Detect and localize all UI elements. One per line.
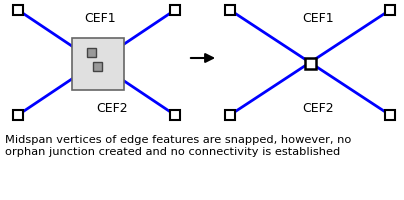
- Text: CEF1: CEF1: [84, 11, 116, 24]
- Text: CEF2: CEF2: [302, 102, 334, 114]
- Bar: [305, 58, 316, 68]
- Text: Midspan vertices of edge features are snapped, however, no
orphan junction creat: Midspan vertices of edge features are sn…: [5, 135, 351, 157]
- Bar: [86, 47, 95, 56]
- Text: CEF2: CEF2: [96, 102, 128, 114]
- Bar: [93, 62, 101, 71]
- Text: CEF1: CEF1: [302, 11, 334, 24]
- Bar: [72, 38, 124, 90]
